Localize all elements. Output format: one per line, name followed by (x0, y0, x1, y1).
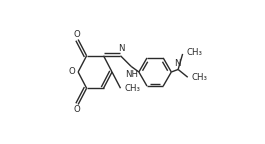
Text: O: O (73, 105, 80, 114)
Text: CH₃: CH₃ (187, 48, 202, 57)
Text: O: O (68, 68, 75, 76)
Text: CH₃: CH₃ (125, 84, 141, 93)
Text: N: N (174, 59, 181, 68)
Text: NH: NH (125, 70, 138, 79)
Text: CH₃: CH₃ (192, 73, 208, 82)
Text: O: O (73, 30, 80, 39)
Text: N: N (118, 44, 125, 53)
